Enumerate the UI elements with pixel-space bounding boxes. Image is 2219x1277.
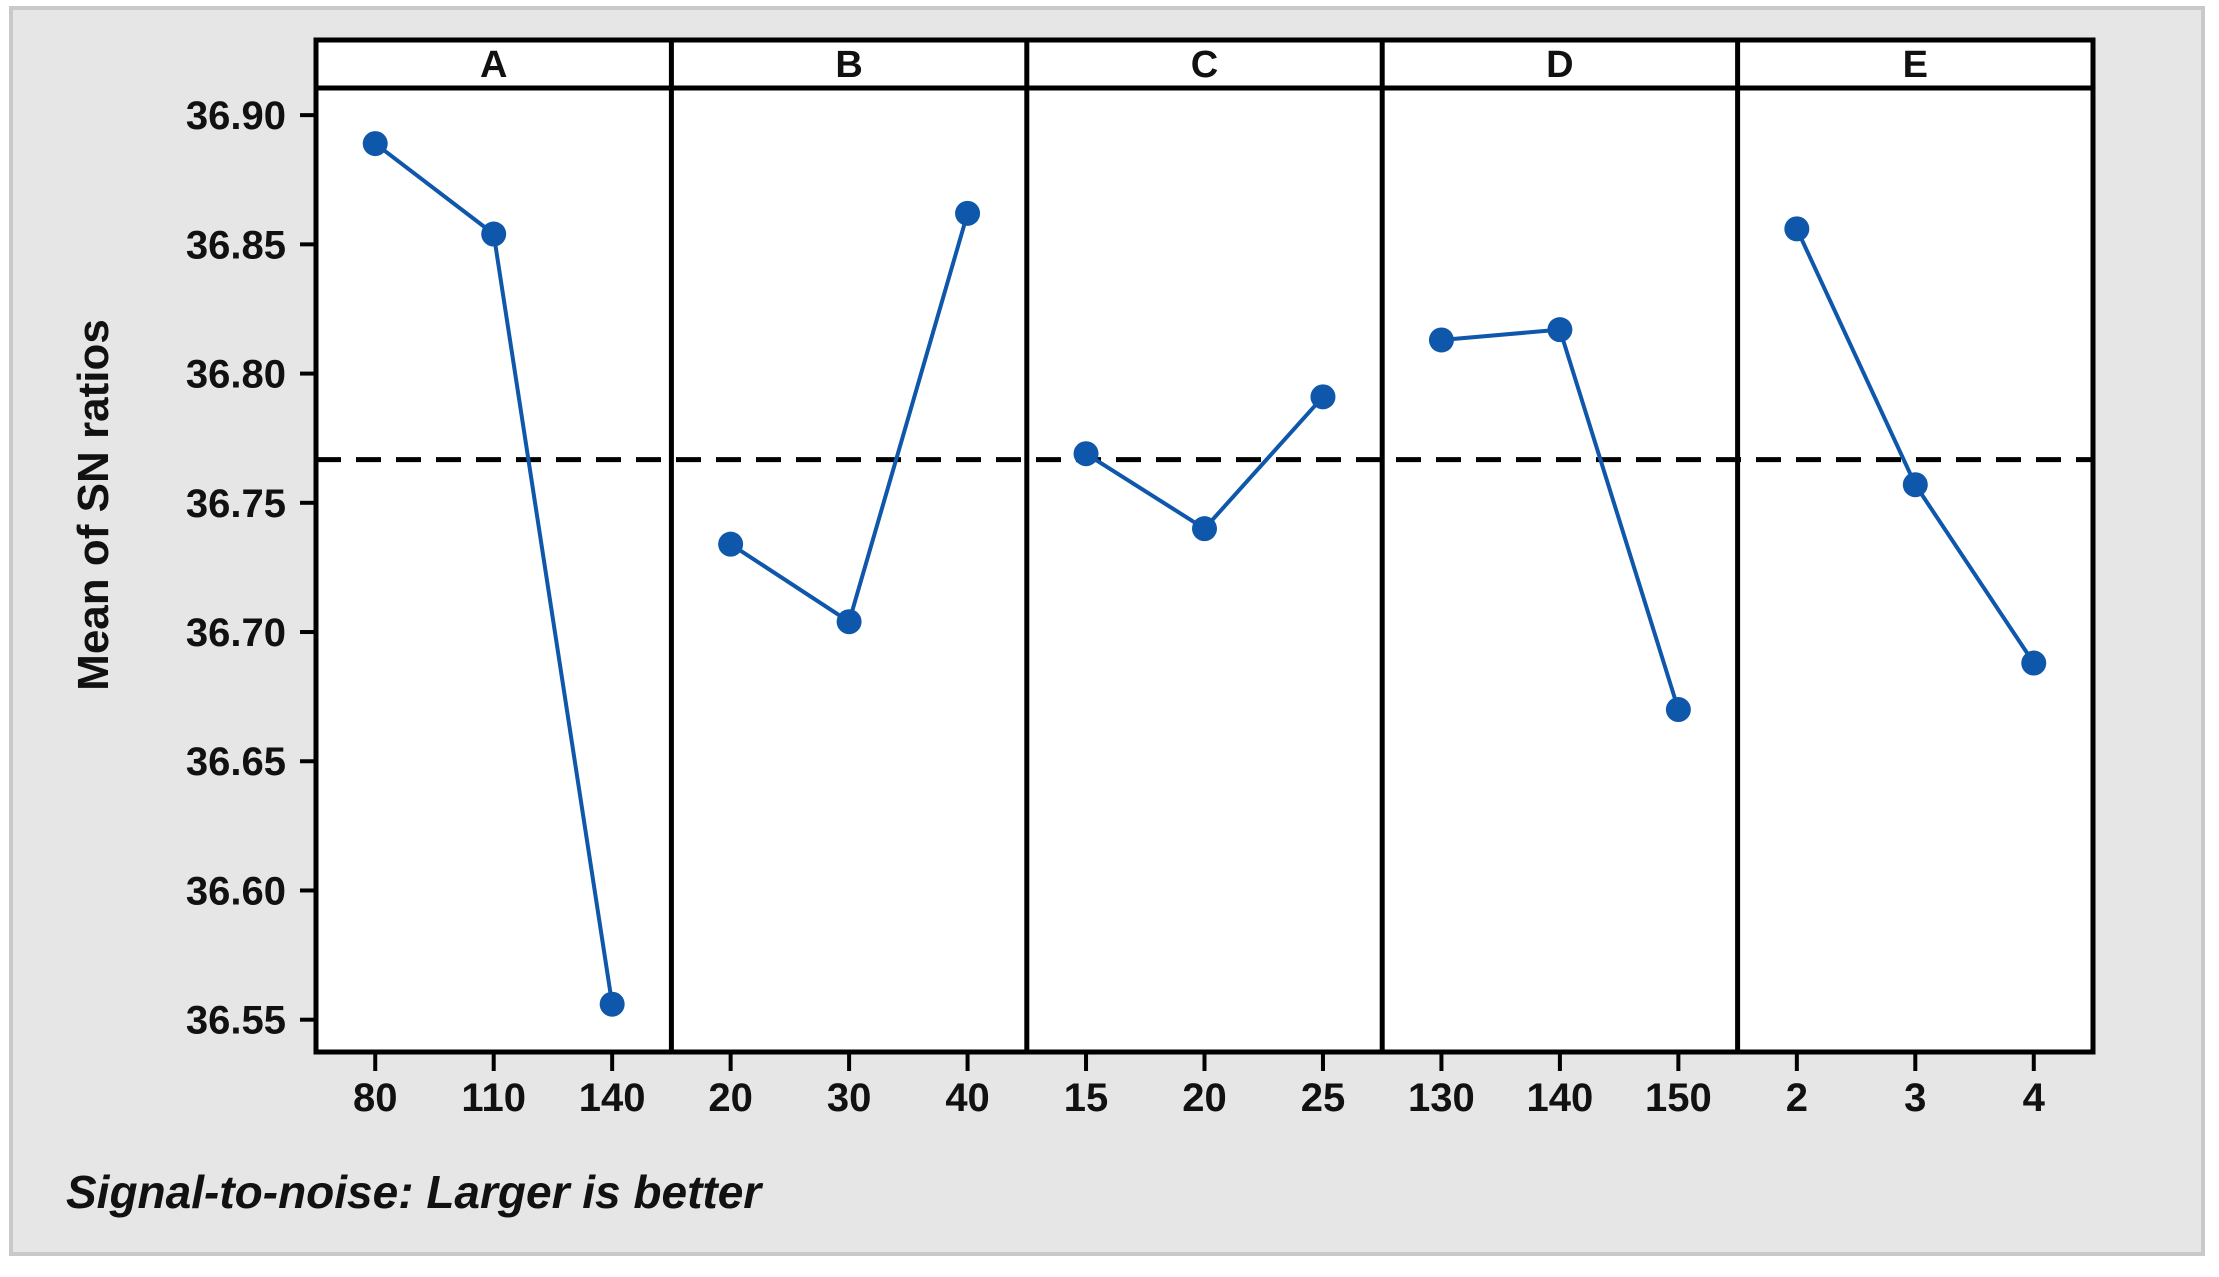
data-point-B-30 bbox=[836, 609, 862, 635]
data-point-D-140 bbox=[1547, 317, 1573, 343]
y-axis-title: Mean of SN ratios bbox=[69, 319, 118, 691]
data-point-C-15 bbox=[1073, 441, 1099, 467]
x-tick-label: 140 bbox=[1527, 1076, 1594, 1120]
chart-render-layer: A B C D E 36.90 36.85 36.80 36.75 36.70 36.65 36.60… bbox=[9, 6, 2205, 1256]
x-tick-label: 110 bbox=[461, 1076, 526, 1120]
x-tick-label: 80 bbox=[353, 1076, 398, 1120]
data-point-D-150 bbox=[1665, 697, 1691, 723]
data-point-B-20 bbox=[718, 531, 744, 557]
panel-header-label-D: D bbox=[1546, 44, 1573, 86]
data-point-A-110 bbox=[481, 221, 507, 247]
y-tick-label: 36.90 bbox=[186, 94, 286, 138]
x-tick-label: 140 bbox=[579, 1076, 646, 1120]
y-tick-label: 36.60 bbox=[186, 869, 286, 913]
panel-header-label-A: A bbox=[480, 44, 507, 86]
x-tick-label: 20 bbox=[708, 1076, 753, 1120]
x-tick-label: 20 bbox=[1182, 1076, 1227, 1120]
data-point-E-2 bbox=[1784, 216, 1810, 242]
x-tick-label: 40 bbox=[945, 1076, 990, 1120]
x-tick-label: 30 bbox=[827, 1076, 872, 1120]
y-tick-label: 36.80 bbox=[186, 353, 286, 397]
panel-header-label-B: B bbox=[835, 44, 862, 86]
data-point-A-80 bbox=[362, 131, 388, 157]
x-tick-label: 130 bbox=[1408, 1076, 1475, 1120]
y-tick-label: 36.70 bbox=[186, 611, 286, 655]
data-point-C-25 bbox=[1310, 384, 1336, 410]
panel-header-label-C: C bbox=[1191, 44, 1218, 86]
plot-frame bbox=[313, 37, 2096, 1055]
data-point-E-3 bbox=[1902, 472, 1928, 498]
x-tick-label: 15 bbox=[1064, 1076, 1109, 1120]
y-tick-label: 36.55 bbox=[186, 999, 286, 1043]
data-point-E-4 bbox=[2021, 650, 2047, 676]
data-point-C-20 bbox=[1192, 516, 1217, 542]
y-tick-label: 36.85 bbox=[186, 223, 286, 267]
footer-note: Signal-to-noise: Larger is better bbox=[66, 1166, 763, 1218]
y-tick-label: 36.75 bbox=[186, 482, 286, 526]
x-tick-label: 4 bbox=[2023, 1076, 2046, 1120]
data-point-A-140 bbox=[599, 991, 625, 1017]
x-tick-label: 150 bbox=[1645, 1076, 1712, 1120]
x-tick-label: 25 bbox=[1301, 1076, 1346, 1120]
data-point-D-130 bbox=[1428, 327, 1454, 353]
x-tick-label: 3 bbox=[1904, 1076, 1926, 1120]
panel-header-label-E: E bbox=[1903, 44, 1928, 86]
y-tick-label: 36.65 bbox=[186, 740, 286, 784]
x-tick-label: 2 bbox=[1786, 1076, 1808, 1120]
plot-background bbox=[316, 40, 2093, 1052]
data-point-B-40 bbox=[955, 200, 981, 226]
